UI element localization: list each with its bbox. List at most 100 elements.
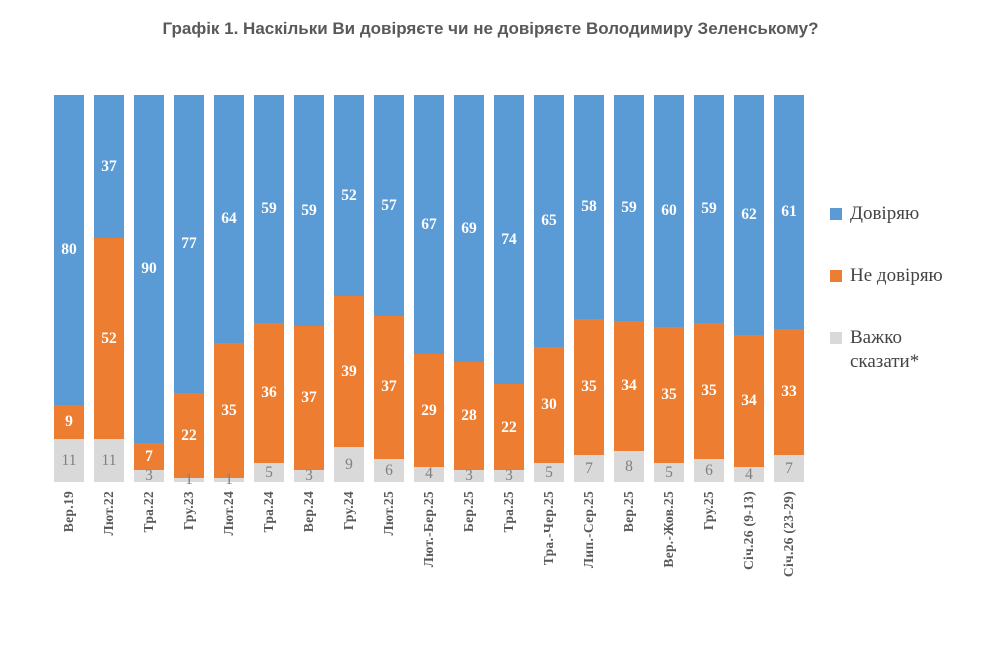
bar-column: 59 35 6 Гру.25	[694, 95, 724, 609]
bar-segment-distrust: 29	[414, 354, 444, 467]
legend-swatch-hard-to-say	[830, 331, 842, 344]
bar-stack: 62 34 4	[734, 95, 764, 482]
bar-column: 59 34 8 Вер.25	[614, 95, 644, 609]
bar-segment-hard-to-say: 3	[494, 468, 524, 483]
bar-stack: 59 34 8	[614, 95, 644, 482]
x-axis-label: Гру.24	[341, 491, 356, 531]
bar-segment-distrust: 33	[774, 328, 804, 456]
bar-segment-hard-to-say: 9	[334, 447, 364, 482]
x-axis-label: Вер.24	[301, 491, 316, 533]
bar-stack: 37 52 11	[94, 95, 124, 482]
x-axis-label-cell: Лют.-Бер.25	[414, 482, 444, 609]
x-axis-label: Гру.25	[701, 491, 716, 531]
x-axis-label-cell: Тра.24	[254, 482, 284, 609]
bar-value-label: 1	[185, 471, 193, 489]
bar-value-label: 9	[65, 413, 73, 431]
x-axis-label-cell: Вер.25	[614, 482, 644, 609]
bar-segment-distrust: 28	[454, 362, 484, 471]
bar-segment-distrust: 35	[214, 342, 244, 479]
bar-segment-trust: 80	[54, 95, 84, 405]
legend-swatch-distrust	[830, 269, 842, 282]
bar-segment-hard-to-say: 11	[54, 439, 84, 482]
bar-stack: 59 37 3	[294, 95, 324, 483]
bar-column: 60 35 5 Вер.-Жов.25	[654, 95, 684, 609]
x-axis-label-cell: Лип.-Сер.25	[574, 482, 604, 609]
plot-area: 80 9 11 Вер.19 37 52 11 Лют.22 90 7 3 Тра.22 77 22 1 Гр…	[54, 95, 804, 609]
legend-label-hard-to-say: Важко сказати*	[850, 326, 920, 373]
bar-value-label: 69	[461, 219, 477, 237]
chart-title: Графік 1. Наскільки Ви довіряєте чи не д…	[162, 19, 819, 38]
bar-segment-hard-to-say: 3	[134, 468, 164, 483]
bar-column: 59 37 3 Вер.24	[294, 95, 324, 609]
bar-stack: 64 35 1	[214, 95, 244, 487]
bar-value-label: 6	[705, 461, 713, 479]
bar-column: 57 37 6 Лют.25	[374, 95, 404, 609]
bar-value-label: 67	[421, 215, 437, 233]
bar-segment-trust: 59	[614, 95, 644, 322]
bar-value-label: 35	[661, 386, 677, 404]
bar-stack: 74 22 3	[494, 95, 524, 483]
bar-segment-hard-to-say: 6	[694, 458, 724, 482]
legend-item-trust: Довіряю	[830, 202, 978, 227]
bar-value-label: 22	[501, 418, 517, 436]
bar-segment-distrust: 22	[174, 392, 204, 479]
bar-segment-trust: 58	[574, 95, 604, 320]
x-axis-label-cell: Тра.25	[494, 482, 524, 609]
bar-segment-hard-to-say: 5	[254, 462, 284, 482]
bar-segment-trust: 59	[294, 95, 324, 326]
bar-segment-trust: 67	[414, 95, 444, 355]
bar-segment-hard-to-say: 6	[374, 458, 404, 482]
bar-value-label: 5	[665, 463, 673, 481]
x-axis-label-cell: Тра.22	[134, 482, 164, 609]
bar-segment-trust: 37	[94, 95, 124, 239]
legend-item-hard-to-say: Важко сказати*	[830, 326, 978, 375]
bar-column: 58 35 7 Лип.-Сер.25	[574, 95, 604, 609]
x-axis-label: Гру.23	[181, 491, 196, 531]
bar-value-label: 35	[221, 401, 237, 419]
bar-value-label: 64	[221, 210, 237, 228]
bar-value-label: 11	[61, 451, 77, 469]
bar-value-label: 34	[621, 377, 637, 395]
bar-segment-hard-to-say: 11	[94, 439, 124, 482]
bar-value-label: 6	[385, 461, 393, 479]
bar-value-label: 7	[145, 448, 153, 466]
bar-segment-hard-to-say: 7	[574, 454, 604, 482]
bar-stack: 80 9 11	[54, 95, 84, 482]
bar-value-label: 29	[421, 401, 437, 419]
bar-segment-trust: 59	[694, 95, 724, 324]
bar-column: 77 22 1 Гру.23	[174, 95, 204, 609]
bar-stack: 59 35 6	[694, 95, 724, 482]
bar-stack: 57 37 6	[374, 95, 404, 482]
bar-segment-distrust: 35	[694, 323, 724, 459]
x-axis-label-cell: Бер.25	[454, 482, 484, 609]
x-axis-label-cell: Лют.22	[94, 482, 124, 609]
bar-value-label: 77	[181, 235, 197, 253]
bar-column: 80 9 11 Вер.19	[54, 95, 84, 609]
bar-value-label: 22	[181, 426, 197, 444]
bar-segment-trust: 90	[134, 95, 164, 444]
bar-segment-hard-to-say: 5	[654, 462, 684, 482]
legend-label-distrust: Не довіряю	[850, 264, 943, 286]
bar-segment-hard-to-say: 4	[414, 466, 444, 482]
bar-value-label: 36	[261, 384, 277, 402]
bar-value-label: 65	[541, 212, 557, 230]
bar-value-label: 60	[661, 202, 677, 220]
bar-segment-hard-to-say: 1	[174, 472, 204, 487]
bar-segment-trust: 60	[654, 95, 684, 328]
bar-value-label: 52	[101, 330, 117, 348]
x-axis-label: Тра.22	[141, 491, 156, 533]
bar-segment-hard-to-say: 5	[534, 462, 564, 482]
bar-stack: 59 36 5	[254, 95, 284, 482]
bar-segment-trust: 59	[254, 95, 284, 324]
bar-value-label: 9	[345, 455, 353, 473]
bar-value-label: 61	[781, 203, 797, 221]
bar-value-label: 58	[581, 198, 597, 216]
x-axis-label: Тра.24	[261, 491, 276, 533]
bar-segment-trust: 61	[774, 95, 804, 329]
x-axis-label: Вер.25	[621, 491, 636, 533]
x-axis-label: Тра.25	[501, 491, 516, 533]
bar-segment-trust: 62	[734, 95, 764, 335]
bar-stack: 77 22 1	[174, 95, 204, 487]
bar-segment-trust: 77	[174, 95, 204, 393]
bar-value-label: 4	[745, 465, 753, 483]
